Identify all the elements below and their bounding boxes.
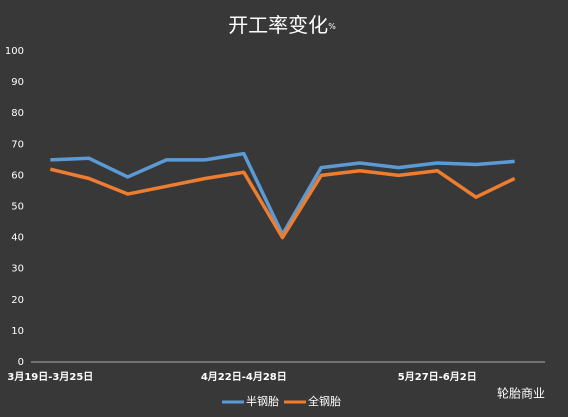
x-tick-label: 4月22日-4月28日 bbox=[201, 371, 287, 383]
x-tick-label: 3月19日-3月25日 bbox=[7, 371, 93, 383]
y-tick-label: 60 bbox=[11, 170, 24, 181]
legend-label: 半钢胎 bbox=[246, 394, 279, 408]
y-tick-label: 100 bbox=[5, 46, 24, 57]
watermark: 轮胎商业 bbox=[497, 386, 545, 401]
y-tick-label: 50 bbox=[11, 202, 24, 213]
x-tick-label: 5月27日-6月2日 bbox=[398, 371, 477, 383]
y-tick-label: 20 bbox=[11, 295, 24, 306]
y-tick-label: 70 bbox=[11, 139, 24, 150]
title-text: 开工率变化 bbox=[228, 13, 328, 37]
title-unit: % bbox=[328, 22, 336, 31]
y-tick-label: 0 bbox=[18, 357, 24, 368]
y-tick-label: 40 bbox=[11, 233, 24, 244]
chart-title: 开工率变化% bbox=[228, 13, 336, 37]
y-tick-label: 30 bbox=[11, 264, 24, 275]
y-tick-label: 90 bbox=[11, 77, 24, 88]
y-tick-label: 80 bbox=[11, 108, 24, 119]
y-tick-label: 10 bbox=[11, 326, 24, 337]
legend-label: 全钢胎 bbox=[308, 394, 341, 408]
series-line bbox=[49, 167, 516, 240]
